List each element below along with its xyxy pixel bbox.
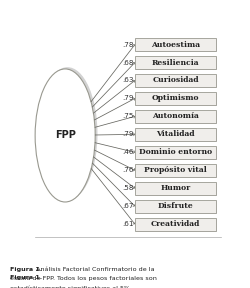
Text: .75: .75 <box>122 113 133 120</box>
Ellipse shape <box>35 69 95 202</box>
Text: Optimismo: Optimismo <box>152 94 199 103</box>
FancyBboxPatch shape <box>135 92 216 105</box>
Text: Propósito vital: Propósito vital <box>144 166 207 174</box>
FancyBboxPatch shape <box>135 128 216 141</box>
Text: .63: .63 <box>122 77 133 84</box>
Text: estadísticamente significativos al 5%.: estadísticamente significativos al 5%. <box>10 286 132 288</box>
Text: .76: .76 <box>122 167 133 173</box>
Text: FPP: FPP <box>55 130 76 141</box>
Text: Autonomía: Autonomía <box>152 112 199 120</box>
Text: .78: .78 <box>122 41 133 48</box>
FancyBboxPatch shape <box>136 183 217 196</box>
FancyBboxPatch shape <box>136 147 217 160</box>
Text: Autoestima: Autoestima <box>151 41 200 49</box>
FancyBboxPatch shape <box>135 182 216 195</box>
Text: .68: .68 <box>122 60 133 65</box>
FancyBboxPatch shape <box>135 200 216 213</box>
FancyBboxPatch shape <box>135 217 216 231</box>
FancyBboxPatch shape <box>135 74 216 87</box>
FancyBboxPatch shape <box>136 165 217 178</box>
Text: .61: .61 <box>122 221 133 227</box>
FancyBboxPatch shape <box>136 93 217 106</box>
Ellipse shape <box>38 67 98 200</box>
Text: Vitalidad: Vitalidad <box>156 130 195 138</box>
FancyBboxPatch shape <box>136 57 217 70</box>
Text: Humor: Humor <box>160 184 191 192</box>
Text: Figura 1.: Figura 1. <box>10 267 42 272</box>
Text: Análisis Factorial Confirmatorio de la: Análisis Factorial Confirmatorio de la <box>34 267 155 272</box>
Text: .79: .79 <box>122 95 133 101</box>
FancyBboxPatch shape <box>136 129 217 142</box>
FancyBboxPatch shape <box>136 201 217 214</box>
Text: .46: .46 <box>122 149 133 155</box>
FancyBboxPatch shape <box>135 110 216 123</box>
FancyBboxPatch shape <box>136 75 217 88</box>
FancyBboxPatch shape <box>136 39 217 52</box>
Text: Creatividad: Creatividad <box>151 220 200 228</box>
FancyBboxPatch shape <box>136 219 217 232</box>
Text: .67: .67 <box>122 203 133 209</box>
FancyBboxPatch shape <box>135 38 216 51</box>
Text: .79: .79 <box>122 131 133 137</box>
Text: .58: .58 <box>122 185 133 191</box>
Text: Figura 1.: Figura 1. <box>10 275 42 280</box>
FancyBboxPatch shape <box>135 164 216 177</box>
FancyBboxPatch shape <box>135 146 216 159</box>
Text: Dominio entorno: Dominio entorno <box>139 148 212 156</box>
FancyBboxPatch shape <box>136 111 217 124</box>
Text: Disfrute: Disfrute <box>158 202 194 210</box>
Text: Curiosidad: Curiosidad <box>152 77 199 84</box>
Text: escala de FPP. Todos los pesos factoriales son: escala de FPP. Todos los pesos factorial… <box>10 276 157 281</box>
FancyBboxPatch shape <box>135 56 216 69</box>
Text: Resiliencia: Resiliencia <box>152 58 200 67</box>
